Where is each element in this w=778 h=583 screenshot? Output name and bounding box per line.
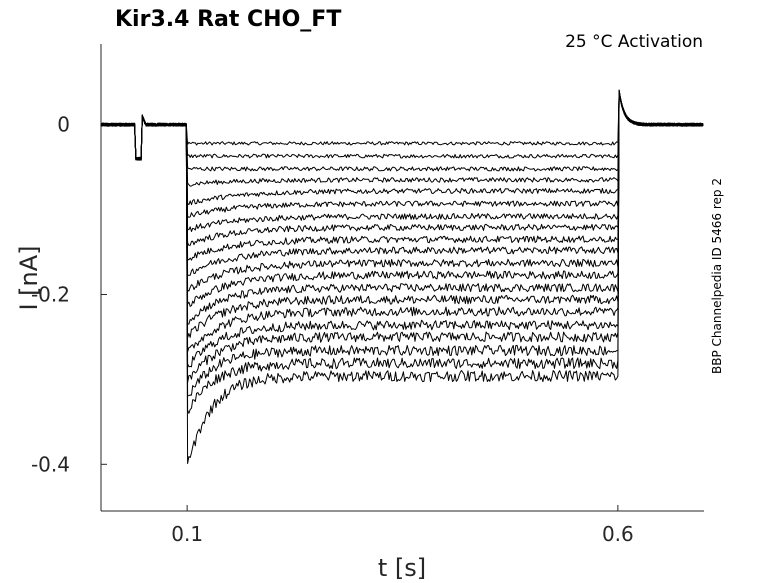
trace-sweep bbox=[100, 89, 704, 187]
trace-sweep bbox=[100, 90, 704, 292]
trace-sweep bbox=[100, 90, 704, 414]
x-tick-label: 0.6 bbox=[602, 522, 634, 546]
traces bbox=[100, 89, 704, 464]
trace-sweep bbox=[100, 90, 704, 464]
trace-sweep bbox=[100, 90, 704, 246]
trace-sweep bbox=[100, 91, 704, 397]
trace-sweep bbox=[101, 92, 704, 383]
trace-sweep bbox=[100, 90, 704, 276]
trace-sweep bbox=[100, 90, 704, 161]
y-tick-label: -0.2 bbox=[31, 282, 70, 306]
x-tick-label: 0.1 bbox=[171, 522, 203, 546]
chart-title: Kir3.4 Rat CHO_FT bbox=[115, 7, 341, 32]
y-axis-label: I [nA] bbox=[15, 245, 43, 310]
y-tick-label: -0.4 bbox=[31, 452, 70, 476]
y-tick-label: 0 bbox=[57, 113, 70, 137]
trace-sweep bbox=[100, 92, 704, 161]
trace-sweep bbox=[100, 92, 704, 206]
trace-sweep bbox=[100, 89, 704, 261]
trace-sweep bbox=[100, 89, 704, 232]
side-annotation: BBP Channelpedia ID 5466 rep 2 bbox=[710, 178, 724, 374]
trace-sweep bbox=[100, 92, 704, 325]
trace-sweep bbox=[100, 91, 704, 172]
axes: 0.1 0.6 0 -0.2 -0.4 bbox=[31, 44, 704, 546]
trace-sweep bbox=[100, 92, 704, 218]
chart-subtitle: 25 °C Activation bbox=[565, 32, 703, 52]
trace-sweep bbox=[100, 90, 704, 339]
x-axis-label: t [s] bbox=[378, 554, 426, 582]
trace-sweep bbox=[100, 91, 704, 353]
trace-sweep bbox=[100, 92, 704, 307]
trace-sweep bbox=[100, 90, 704, 368]
